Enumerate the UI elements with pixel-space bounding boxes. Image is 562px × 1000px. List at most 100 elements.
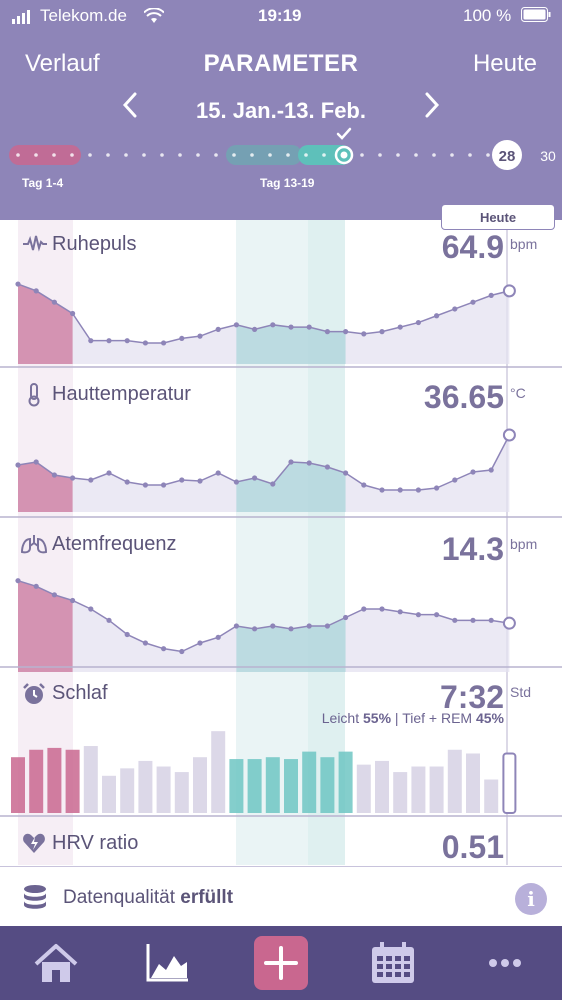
- pre-fertile-phase-bar: [226, 145, 302, 165]
- data-point: [33, 583, 39, 589]
- data-point: [179, 477, 185, 483]
- metric-value-skin-temp: 36.65: [423, 379, 504, 415]
- status-bar: Telekom.de 19:19 100 %: [0, 0, 562, 32]
- data-point: [252, 626, 258, 632]
- data-point: [124, 631, 130, 638]
- series-line: [17, 434, 511, 491]
- info-icon[interactable]: i: [515, 883, 547, 915]
- metric-unit-respiratory-rate: bpm: [510, 536, 538, 552]
- home-icon[interactable]: [31, 938, 81, 988]
- signal-icon: [12, 9, 36, 29]
- metric-value-respiratory-rate: 14.3: [441, 531, 504, 567]
- data-point: [288, 324, 294, 330]
- data-point: [179, 648, 185, 655]
- metric-name-hrv: HRV ratio: [52, 832, 139, 854]
- data-point: [215, 326, 221, 332]
- data-point: [397, 487, 403, 493]
- metrics-panel: Ruhepuls 64.9 bpm Hauttemperatur 36.65 °…: [0, 220, 562, 865]
- sleep-bar-current: [502, 752, 517, 814]
- data-point: [197, 478, 203, 484]
- cycle-timeline[interactable]: 28 30: [0, 120, 562, 180]
- metrics-charts: [0, 220, 562, 865]
- data-point: [124, 338, 130, 344]
- data-point: [415, 612, 421, 618]
- metric-unit-resting-pulse: bpm: [510, 236, 538, 252]
- data-point: [179, 335, 185, 342]
- check-icon: [336, 127, 352, 140]
- fertile-phase-label: Tag 13-19: [260, 176, 315, 190]
- metric-value-sleep: 7:32: [439, 679, 504, 715]
- next-range-button[interactable]: [422, 90, 442, 128]
- data-point: [142, 340, 148, 346]
- metric-unit-skin-temp: °C: [510, 385, 526, 401]
- date-range: 15. Jan.-13. Feb.: [196, 98, 366, 123]
- data-point: [70, 597, 76, 604]
- area-fill: [18, 580, 510, 672]
- data-point: [106, 617, 112, 623]
- timeline-dots: [16, 153, 490, 157]
- data-point: [142, 640, 148, 646]
- sleep-bar: [484, 779, 499, 813]
- add-button[interactable]: [254, 936, 308, 990]
- data-point: [434, 485, 440, 491]
- data-point: [324, 464, 330, 470]
- data-point: [270, 322, 276, 328]
- data-point: [343, 329, 349, 335]
- current-point: [502, 428, 516, 442]
- sleep-bar: [375, 760, 389, 813]
- more-icon[interactable]: [480, 938, 530, 988]
- lungs-icon: [20, 533, 48, 560]
- today-nav-button[interactable]: Heute: [472, 50, 537, 77]
- sleep-bar: [284, 759, 298, 813]
- metric-name-skin-temp: Hauttemperatur: [52, 383, 191, 405]
- sleep-bar: [447, 749, 462, 813]
- data-point: [70, 310, 76, 317]
- data-point: [434, 612, 440, 618]
- data-point: [51, 592, 58, 598]
- data-point: [106, 470, 112, 476]
- data-point: [379, 329, 385, 335]
- sleep-bar: [265, 757, 280, 813]
- data-point: [15, 578, 21, 584]
- data-quality-row[interactable]: Datenqualität erfüllt i: [0, 866, 562, 927]
- carrier-name: Telekom.de: [40, 6, 127, 25]
- data-point: [252, 475, 258, 481]
- metric-unit-sleep: Std: [510, 684, 532, 700]
- sleep-bar: [393, 772, 408, 813]
- data-point: [470, 469, 476, 475]
- data-point: [397, 324, 403, 330]
- chart-icon[interactable]: [143, 938, 193, 988]
- heart-bolt-icon: [22, 832, 46, 859]
- sleep-bar: [229, 759, 244, 813]
- sleep-bar: [247, 759, 262, 813]
- calendar-icon[interactable]: [368, 938, 418, 988]
- data-point: [415, 319, 421, 326]
- data-point: [434, 313, 440, 319]
- prev-range-button[interactable]: [120, 90, 140, 128]
- fertile-area: [236, 462, 346, 512]
- data-point: [215, 634, 221, 640]
- data-point: [233, 322, 239, 328]
- data-point: [15, 462, 21, 468]
- data-point: [15, 281, 21, 287]
- data-point: [197, 640, 203, 646]
- sleep-bar: [120, 768, 135, 813]
- sleep-bar: [356, 764, 371, 813]
- period-area: [18, 580, 73, 672]
- data-point: [233, 479, 239, 485]
- page-title: PARAMETER: [203, 50, 359, 77]
- fertile-area: [236, 617, 346, 672]
- data-point: [70, 475, 76, 481]
- data-point: [324, 623, 330, 629]
- sleep-bar: [429, 766, 444, 813]
- data-point: [452, 617, 458, 623]
- data-point: [288, 626, 294, 632]
- sleep-bar: [156, 766, 171, 813]
- today-button[interactable]: Heute: [441, 204, 555, 230]
- sleep-bar: [29, 749, 44, 813]
- data-point: [324, 329, 330, 335]
- period-area: [18, 462, 73, 512]
- data-point: [88, 477, 94, 483]
- sleep-bar: [466, 753, 480, 813]
- history-nav-button[interactable]: Verlauf: [25, 50, 100, 77]
